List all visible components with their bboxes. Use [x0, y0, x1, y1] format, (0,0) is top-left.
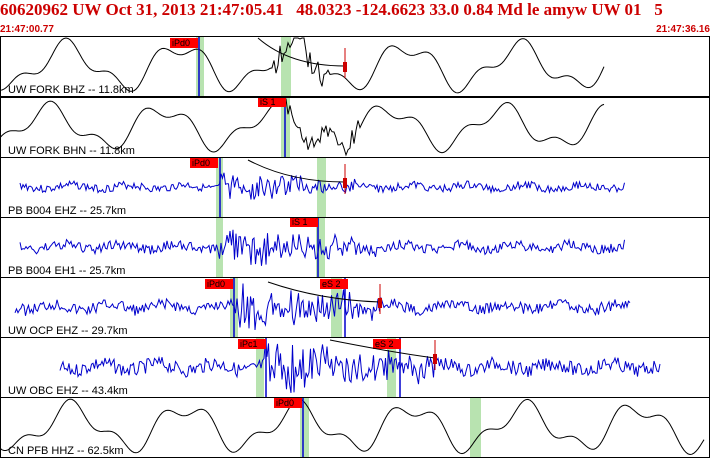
waveform [0, 37, 605, 94]
coda-end-marker [343, 62, 347, 72]
pick-window [387, 337, 396, 397]
pick-window [300, 397, 309, 457]
pick-label: eS 2 [322, 279, 341, 289]
pick-label: iPd0 [192, 158, 210, 168]
station-label: PB B004 EH1 -- 25.7km [8, 265, 125, 277]
event-title: 60620962 UW Oct 31, 2013 21:47:05.41 48.… [0, 0, 663, 19]
station-label: UW OBC EHZ -- 43.4km [8, 385, 128, 397]
trace-panel[interactable]: iPc1 eS 2 UW OBC EHZ -- 43.4km [0, 337, 710, 398]
pick-box[interactable] [320, 279, 348, 289]
trace-panel[interactable]: iS 1 UW FORK BHN -- 11.8km [0, 97, 710, 158]
end-time: 21:47:36.16 [656, 24, 710, 35]
pick-label: iPd0 [172, 38, 190, 48]
pick-window [216, 217, 223, 277]
coda-curve [257, 37, 346, 67]
pick-box[interactable] [258, 97, 286, 107]
waveform [14, 283, 631, 331]
pick-box[interactable] [274, 398, 302, 408]
pick-window [196, 36, 204, 96]
start-time: 21:47:00.77 [0, 24, 54, 35]
pick-label: eS 2 [375, 339, 394, 349]
pick-window [470, 397, 481, 457]
waveform [19, 229, 625, 266]
waveform [0, 398, 705, 456]
trace-panel[interactable]: iPd0 PB B004 EHZ -- 25.7km [0, 157, 710, 218]
pick-label: iPc1 [240, 339, 258, 349]
pick-window [317, 157, 326, 217]
pick-label: iS 1 [292, 217, 308, 227]
pick-label: iPd0 [207, 279, 225, 289]
coda-curve [267, 281, 381, 303]
waveform [0, 98, 605, 157]
pick-window [256, 337, 264, 397]
coda-end-marker [343, 178, 347, 188]
trace-panel[interactable]: iPd0 CN PFB HHZ -- 62.5km [0, 397, 710, 458]
station-label: UW FORK BHZ -- 11.8km [8, 84, 134, 96]
station-label: UW FORK BHN -- 11.8km [8, 145, 135, 157]
pick-box[interactable] [205, 279, 233, 289]
trace-panel[interactable]: iPd0 eS 2 UW OCP EHZ -- 29.7km [0, 277, 710, 338]
pick-label: iPd0 [276, 398, 294, 408]
station-label: UW OCP EHZ -- 29.7km [8, 325, 128, 337]
pick-label: iS 1 [260, 97, 276, 107]
pick-box[interactable] [170, 38, 198, 48]
pick-box[interactable] [190, 158, 218, 168]
pick-box[interactable] [290, 217, 318, 227]
coda-end-marker [433, 354, 437, 364]
coda-curve [329, 339, 436, 359]
waveform [59, 339, 661, 393]
coda-curve [247, 159, 346, 183]
station-label: PB B004 EHZ -- 25.7km [8, 205, 126, 217]
coda-end-marker [378, 298, 382, 308]
station-label: CN PFB HHZ -- 62.5km [8, 445, 124, 457]
pick-box[interactable] [238, 339, 266, 349]
waveform [19, 172, 625, 200]
event-header: 60620962 UW Oct 31, 2013 21:47:05.41 48.… [0, 0, 710, 24]
trace-panel[interactable]: iPd0 UW FORK BHZ -- 11.8km [0, 36, 710, 97]
pick-window [331, 277, 342, 337]
pick-box[interactable] [373, 339, 401, 349]
trace-panel[interactable]: iS 1 PB B004 EH1 -- 25.7km [0, 217, 710, 278]
pick-window [281, 36, 291, 96]
